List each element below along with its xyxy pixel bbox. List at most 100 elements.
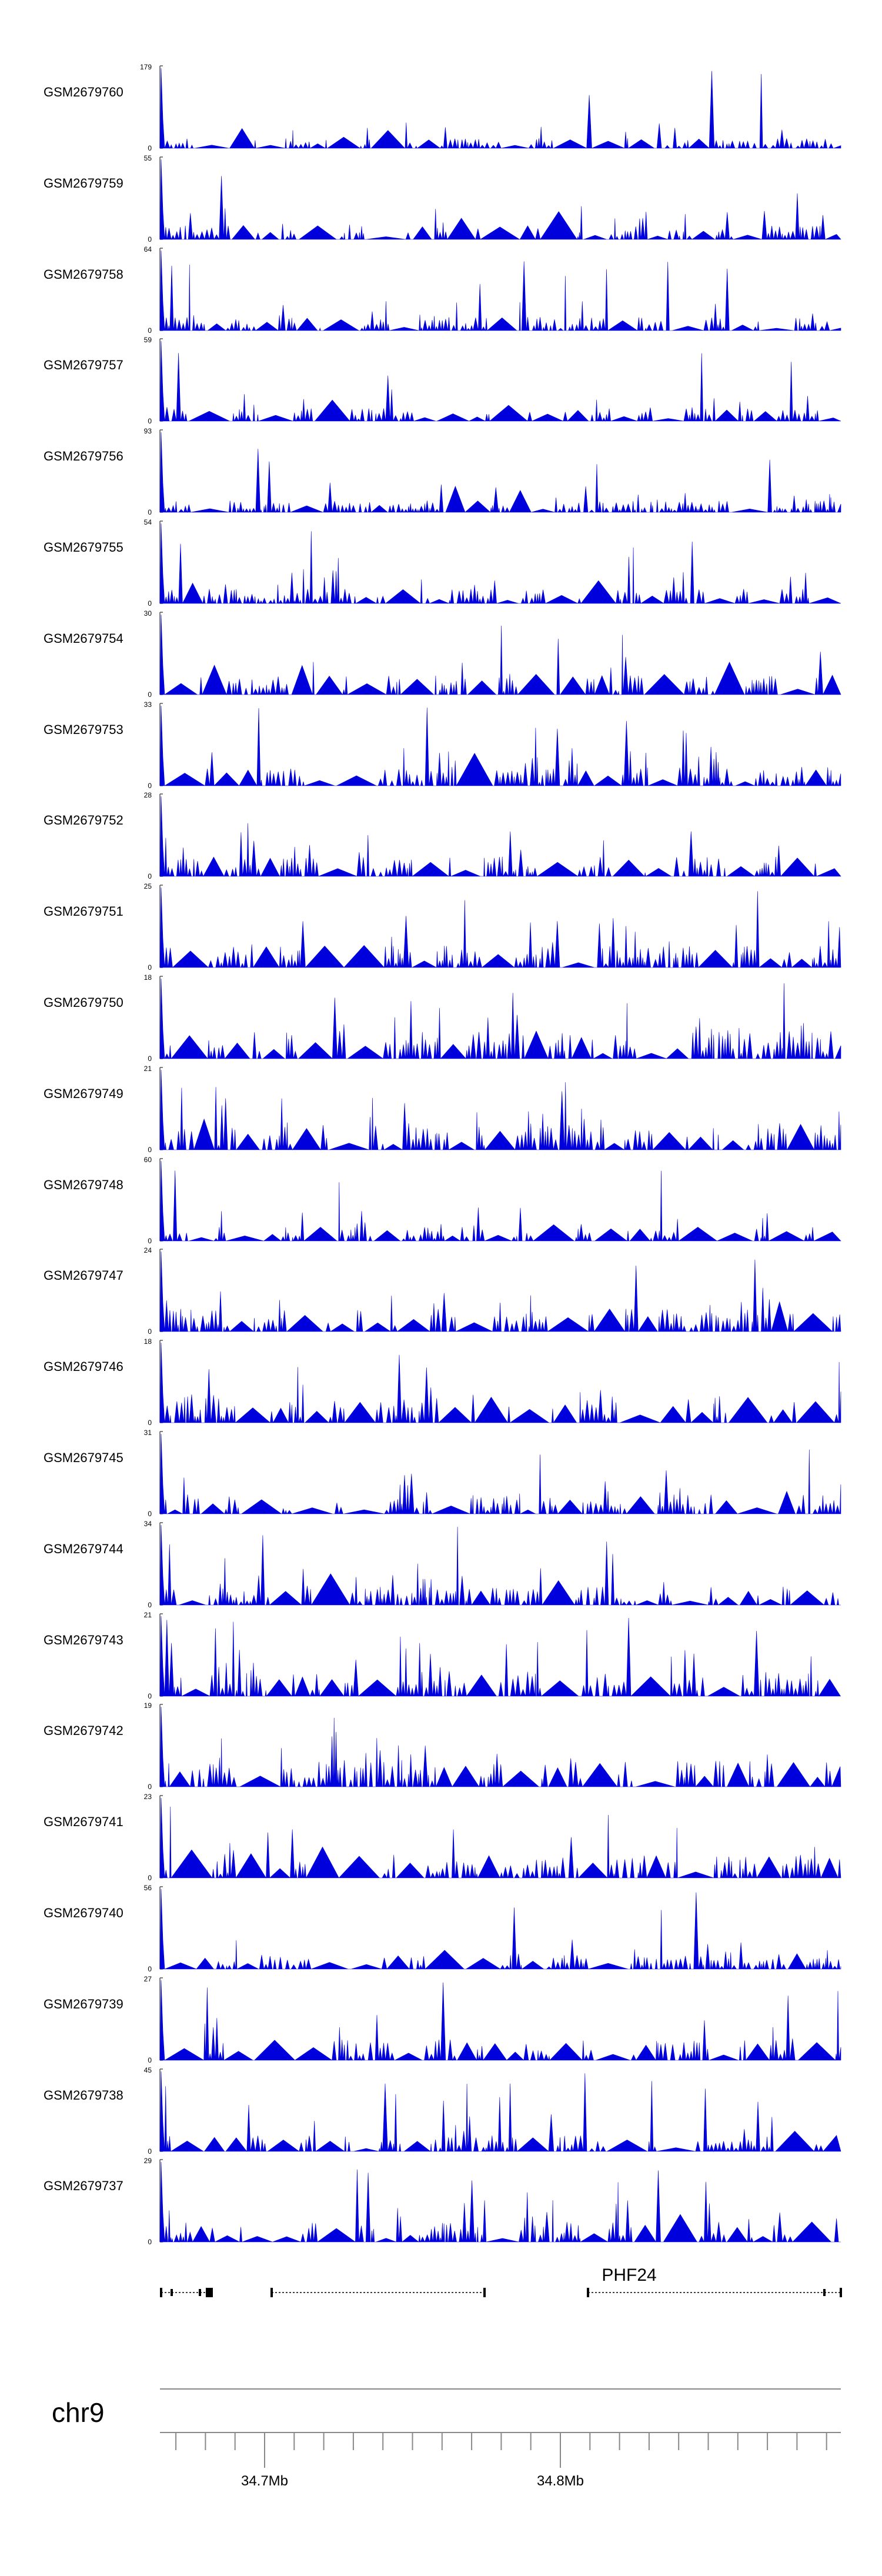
track-label: GSM2679758: [44, 267, 123, 282]
track-ymin-label: 0: [148, 2056, 152, 2064]
gene-model-phf24-start-exon: [587, 2288, 589, 2297]
track-ymax-label: 59: [144, 336, 152, 344]
track-signal: [159, 432, 841, 513]
track-GSM2679756: GSM2679756 93 0: [44, 427, 841, 516]
track-signal: [159, 796, 841, 877]
track-signal: [159, 1797, 841, 1879]
track-GSM2679749: GSM2679749 21 0: [44, 1065, 841, 1154]
track-ymin-label: 0: [148, 1237, 152, 1245]
track-label: GSM2679746: [44, 1359, 123, 1374]
track-label: GSM2679748: [44, 1177, 123, 1192]
track-ymin-label: 0: [148, 1874, 152, 1882]
track-ymax-label: 54: [144, 518, 152, 526]
track-ymin-label: 0: [148, 963, 152, 972]
track-ymin-label: 0: [148, 872, 152, 880]
track-GSM2679743: GSM2679743 21 0: [44, 1611, 841, 1700]
track-ymin-label: 0: [148, 1601, 152, 1609]
gene-model-left-end-exon: [211, 2288, 213, 2297]
track-signal: [159, 1069, 841, 1151]
track-signal: [159, 341, 841, 422]
track-ymin-label: 0: [148, 2238, 152, 2246]
track-signal: [159, 250, 841, 332]
track-GSM2679741: GSM2679741 23 0: [44, 1793, 841, 1882]
track-ymax-label: 23: [144, 1793, 152, 1801]
track-ymin-label: 0: [148, 1692, 152, 1700]
chromosome-label: chr9: [52, 2397, 104, 2428]
track-ymax-label: 29: [144, 2157, 152, 2165]
track-ymax-label: 24: [144, 1246, 152, 1254]
track-label: GSM2679750: [44, 995, 123, 1010]
track-label: GSM2679755: [44, 540, 123, 555]
track-signal: [159, 1342, 841, 1424]
gene-model-left-exon: [171, 2289, 173, 2296]
track-label: GSM2679759: [44, 176, 123, 191]
track-signal: [159, 1616, 841, 1697]
track-ymax-label: 18: [144, 973, 152, 982]
track-ymin-label: 0: [148, 1783, 152, 1791]
track-label: GSM2679753: [44, 722, 123, 737]
track-ymin-label: 0: [148, 1055, 152, 1063]
track-GSM2679737: GSM2679737 29 0: [44, 2157, 841, 2246]
track-ymax-label: 19: [144, 1701, 152, 1710]
track-signal: [159, 1251, 841, 1333]
track-label: GSM2679739: [44, 1997, 123, 2011]
track-GSM2679739: GSM2679739 27 0: [44, 1975, 841, 2064]
track-GSM2679753: GSM2679753 33 0: [44, 700, 841, 790]
track-label: GSM2679745: [44, 1450, 123, 1465]
track-signal: [159, 2071, 841, 2153]
track-ymin-label: 0: [148, 2147, 152, 2155]
track-ymax-label: 64: [144, 245, 152, 253]
track-GSM2679744: GSM2679744 34 0: [44, 1520, 841, 1609]
tick-label-34-8: 34.8Mb: [537, 2473, 584, 2489]
axis-ticks: [175, 2432, 827, 2450]
track-ymax-label: 31: [144, 1429, 152, 1437]
track-GSM2679760: GSM2679760 179 0: [44, 63, 841, 152]
track-signal: [159, 1433, 841, 1515]
track-ymin-label: 0: [148, 326, 152, 335]
track-label: GSM2679754: [44, 631, 123, 646]
track-label: GSM2679740: [44, 1906, 123, 1920]
track-ymax-label: 60: [144, 1156, 152, 1164]
track-GSM2679745: GSM2679745 31 0: [44, 1429, 841, 1518]
track-signal: [159, 68, 841, 149]
track-ymax-label: 27: [144, 1975, 152, 1983]
track-GSM2679738: GSM2679738 45 0: [44, 2066, 841, 2155]
track-GSM2679747: GSM2679747 24 0: [44, 1246, 841, 1336]
gene-track: PHF24: [160, 2265, 842, 2297]
track-ymax-label: 45: [144, 2066, 152, 2074]
track-signal: [159, 2161, 841, 2243]
track-GSM2679755: GSM2679755 54 0: [44, 518, 841, 608]
gene-model-left-exon: [206, 2288, 211, 2297]
track-ymax-label: 25: [144, 882, 152, 890]
signal-tracks: GSM2679760 179 0 GSM2679759 55 0 GSM2679758 64 0…: [44, 63, 841, 2246]
track-signal: [159, 1888, 841, 1970]
track-GSM2679754: GSM2679754 30 0: [44, 609, 841, 699]
track-ymax-label: 28: [144, 791, 152, 799]
track-ymin-label: 0: [148, 508, 152, 516]
track-ymin-label: 0: [148, 1510, 152, 1518]
gene-model-phf24-end-exon: [840, 2288, 842, 2297]
track-signal: [159, 1524, 841, 1606]
track-GSM2679759: GSM2679759 55 0: [44, 154, 841, 243]
track-ymax-label: 33: [144, 700, 152, 709]
track-ymax-label: 34: [144, 1520, 152, 1528]
track-ymin-label: 0: [148, 235, 152, 243]
gene-model-middle-end-exon: [483, 2288, 486, 2297]
track-GSM2679757: GSM2679757 59 0: [44, 336, 841, 425]
track-label: GSM2679737: [44, 2178, 123, 2193]
track-ymax-label: 21: [144, 1611, 152, 1619]
track-signal: [159, 705, 841, 787]
track-signal: [159, 1160, 841, 1242]
track-label: GSM2679757: [44, 358, 123, 372]
track-signal: [159, 1706, 841, 1788]
track-GSM2679758: GSM2679758 64 0: [44, 245, 841, 335]
track-GSM2679746: GSM2679746 18 0: [44, 1337, 841, 1427]
track-ymax-label: 18: [144, 1337, 152, 1346]
track-label: GSM2679749: [44, 1086, 123, 1101]
track-label: GSM2679744: [44, 1541, 123, 1556]
track-label: GSM2679747: [44, 1268, 123, 1283]
track-GSM2679752: GSM2679752 28 0: [44, 791, 841, 880]
gene-label: PHF24: [602, 2265, 656, 2285]
track-signal: [159, 614, 841, 696]
track-GSM2679740: GSM2679740 56 0: [44, 1884, 841, 1973]
